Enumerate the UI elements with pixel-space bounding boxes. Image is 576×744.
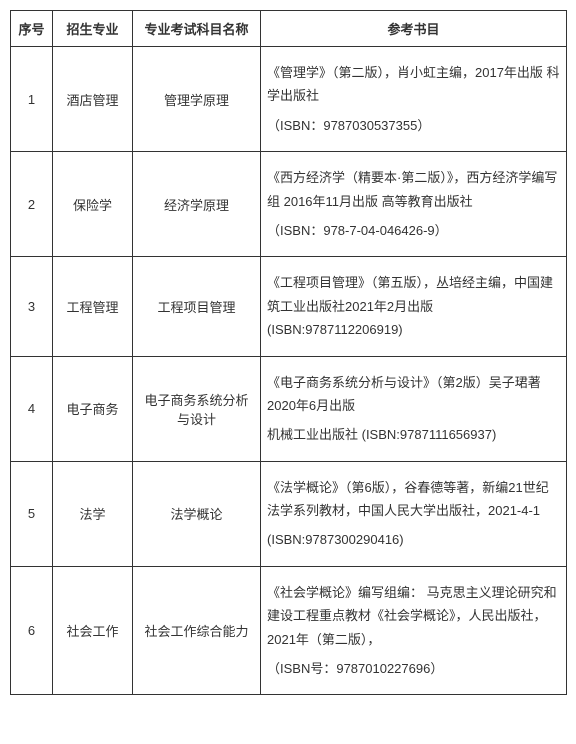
cell-no: 3 [11,257,53,356]
reference-line: 机械工业出版社 (ISBN:9787111656937) [267,423,560,446]
reference-table-container: 序号 招生专业 专业考试科目名称 参考书目 1酒店管理管理学原理《管理学》（第二… [10,10,566,695]
cell-subject: 电子商务系统分析与设计 [133,356,261,461]
col-header-major: 招生专业 [53,11,133,47]
cell-major: 保险学 [53,152,133,257]
reference-line: （ISBN：9787030537355） [267,114,560,137]
cell-major: 法学 [53,461,133,566]
table-row: 6社会工作社会工作综合能力《社会学概论》编写组编： 马克思主义理论研究和建设工程… [11,566,567,695]
reference-line: 《工程项目管理》（第五版），丛培经主编，中国建筑工业出版社2021年2月出版 (… [267,271,560,341]
cell-reference: 《工程项目管理》（第五版），丛培经主编，中国建筑工业出版社2021年2月出版 (… [261,257,567,356]
col-header-subject: 专业考试科目名称 [133,11,261,47]
cell-reference: 《西方经济学（精要本·第二版）》，西方经济学编写组 2016年11月出版 高等教… [261,152,567,257]
cell-subject: 法学概论 [133,461,261,566]
reference-line: 《法学概论》（第6版），谷春德等著，新编21世纪法学系列教材，中国人民大学出版社… [267,476,560,523]
reference-table: 序号 招生专业 专业考试科目名称 参考书目 1酒店管理管理学原理《管理学》（第二… [10,10,567,695]
cell-no: 2 [11,152,53,257]
cell-no: 4 [11,356,53,461]
cell-subject: 工程项目管理 [133,257,261,356]
cell-reference: 《法学概论》（第6版），谷春德等著，新编21世纪法学系列教材，中国人民大学出版社… [261,461,567,566]
cell-no: 6 [11,566,53,695]
cell-subject: 社会工作综合能力 [133,566,261,695]
reference-line: 《西方经济学（精要本·第二版）》，西方经济学编写组 2016年11月出版 高等教… [267,166,560,213]
reference-line: （ISBN号：9787010227696） [267,657,560,680]
cell-no: 1 [11,47,53,152]
table-row: 5法学法学概论《法学概论》（第6版），谷春德等著，新编21世纪法学系列教材，中国… [11,461,567,566]
table-row: 3工程管理工程项目管理《工程项目管理》（第五版），丛培经主编，中国建筑工业出版社… [11,257,567,356]
cell-major: 电子商务 [53,356,133,461]
col-header-reference: 参考书目 [261,11,567,47]
col-header-no: 序号 [11,11,53,47]
table-header-row: 序号 招生专业 专业考试科目名称 参考书目 [11,11,567,47]
reference-line: 《电子商务系统分析与设计》（第2版）吴子珺著 2020年6月出版 [267,371,560,418]
table-body: 1酒店管理管理学原理《管理学》（第二版），肖小虹主编，2017年出版 科学出版社… [11,47,567,695]
reference-line: （ISBN：978-7-04-046426-9） [267,219,560,242]
table-row: 1酒店管理管理学原理《管理学》（第二版），肖小虹主编，2017年出版 科学出版社… [11,47,567,152]
reference-line: 《管理学》（第二版），肖小虹主编，2017年出版 科学出版社 [267,61,560,108]
reference-line: (ISBN:9787300290416) [267,528,560,551]
cell-major: 工程管理 [53,257,133,356]
table-row: 2保险学经济学原理《西方经济学（精要本·第二版）》，西方经济学编写组 2016年… [11,152,567,257]
reference-line: 《社会学概论》编写组编： 马克思主义理论研究和建设工程重点教材《社会学概论》，人… [267,581,560,651]
cell-reference: 《社会学概论》编写组编： 马克思主义理论研究和建设工程重点教材《社会学概论》，人… [261,566,567,695]
table-row: 4电子商务电子商务系统分析与设计《电子商务系统分析与设计》（第2版）吴子珺著 2… [11,356,567,461]
cell-subject: 经济学原理 [133,152,261,257]
table-head: 序号 招生专业 专业考试科目名称 参考书目 [11,11,567,47]
cell-subject: 管理学原理 [133,47,261,152]
cell-major: 酒店管理 [53,47,133,152]
cell-major: 社会工作 [53,566,133,695]
cell-reference: 《电子商务系统分析与设计》（第2版）吴子珺著 2020年6月出版机械工业出版社 … [261,356,567,461]
cell-no: 5 [11,461,53,566]
cell-reference: 《管理学》（第二版），肖小虹主编，2017年出版 科学出版社 （ISBN：9787… [261,47,567,152]
